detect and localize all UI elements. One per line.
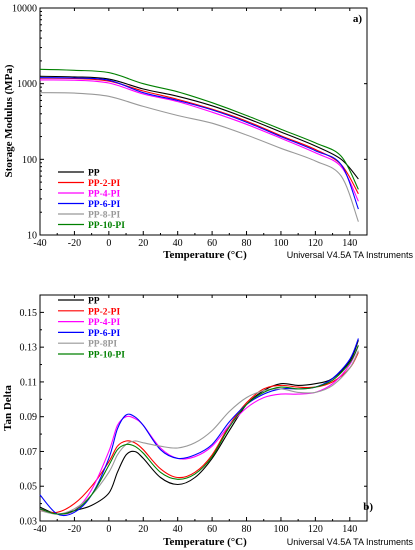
series-line-pp [39, 339, 359, 515]
series-lines-a [39, 68, 359, 222]
x-tick-label: 80 [242, 238, 252, 249]
panel-label-b: b) [363, 501, 373, 513]
panel-label-a: a) [353, 13, 363, 25]
y-axis-title-b: Tan Delta [2, 385, 14, 431]
x-tick-label: 140 [342, 524, 357, 535]
x-tick-label: 20 [138, 524, 148, 535]
y-axis-title-a: Storage Modulus (MPa) [3, 64, 15, 177]
series-line-pp-4-pi [39, 345, 359, 515]
y-tick-label: 0.09 [20, 412, 38, 423]
legend-label: PP-8PI [88, 340, 117, 350]
watermark-a: Universal V4.5A TA Instruments [287, 250, 414, 260]
x-tick-label: -40 [33, 238, 46, 249]
storage-modulus-chart: a) Temperature (°C) Storage Modulus (MPa… [3, 4, 413, 262]
series-line-pp [39, 75, 359, 180]
series-line-pp-10-pi [39, 68, 359, 190]
legend-label: PP-6-PI [88, 200, 120, 210]
x-tick-label: 40 [173, 238, 183, 249]
series-line-pp-10-pi [39, 345, 359, 515]
x-axis-title-a: Temperature (°C) [163, 249, 247, 261]
series-lines-b [39, 338, 359, 517]
y-tick-label: 1000 [17, 79, 37, 90]
x-tick-label: 100 [273, 524, 288, 535]
series-line-pp-2-pi [39, 352, 359, 514]
legend-label: PP-10-PI [88, 221, 125, 231]
y-tick-label: 0.07 [20, 447, 38, 458]
legend-label: PP [88, 297, 100, 307]
y-tick-label: 10 [27, 231, 37, 242]
series-line-pp-8-pi [39, 92, 359, 222]
ticks-b: -40 -20 0 20 40 60 80 100 120 140 0.03 0.05 0.07 0.09… [20, 295, 368, 535]
x-tick-label: 0 [106, 238, 111, 249]
legend-label: PP-10-PI [88, 351, 125, 361]
series-line-pp-6-pi [39, 338, 359, 517]
x-axis-title-b: Temperature (°C) [163, 536, 247, 548]
x-tick-label: 0 [106, 524, 111, 535]
legend-label: PP-8-PI [88, 211, 120, 221]
tan-delta-chart: b) Temperature (°C) Tan Delta Universal … [2, 294, 414, 548]
legend-label: PP-4-PI [88, 190, 120, 200]
x-tick-label: 60 [207, 238, 217, 249]
plot-frame-a [39, 7, 368, 236]
x-tick-label: 40 [173, 524, 183, 535]
series-line-pp-4-pi [39, 79, 359, 202]
x-tick-label: 20 [138, 238, 148, 249]
y-tick-label: 0.03 [20, 517, 38, 528]
y-tick-label: 100 [22, 155, 37, 166]
series-line-pp-8pi [39, 350, 359, 515]
x-tick-label: 140 [342, 238, 357, 249]
legend-label: PP-6-PI [88, 329, 120, 339]
y-tick-label: 10000 [12, 4, 37, 15]
x-tick-label: -20 [68, 524, 81, 535]
x-tick-label: 120 [308, 238, 323, 249]
legend-label: PP-2-PI [88, 307, 120, 317]
y-tick-label: 0.05 [20, 482, 38, 493]
y-tick-label: 0.13 [20, 343, 38, 354]
x-tick-label: -20 [68, 238, 81, 249]
legend-label: PP-2-PI [88, 179, 120, 189]
x-tick-label: 120 [308, 524, 323, 535]
y-tick-label: 0.15 [20, 308, 38, 319]
x-tick-label: 80 [242, 524, 252, 535]
x-tick-label: -40 [33, 524, 46, 535]
legend-label: PP [88, 169, 100, 179]
ticks-a: -40 -20 0 20 40 60 80 100 120 140 10 100 1000 10000 [12, 4, 368, 249]
x-tick-label: 60 [207, 524, 217, 535]
plot-frame-b [39, 294, 368, 522]
x-tick-label: 100 [273, 238, 288, 249]
series-line-pp-6-pi [39, 77, 359, 210]
legend-label: PP-4-PI [88, 318, 120, 328]
y-tick-label: 0.11 [20, 377, 37, 388]
watermark-b: Universal V4.5A TA Instruments [287, 537, 414, 547]
